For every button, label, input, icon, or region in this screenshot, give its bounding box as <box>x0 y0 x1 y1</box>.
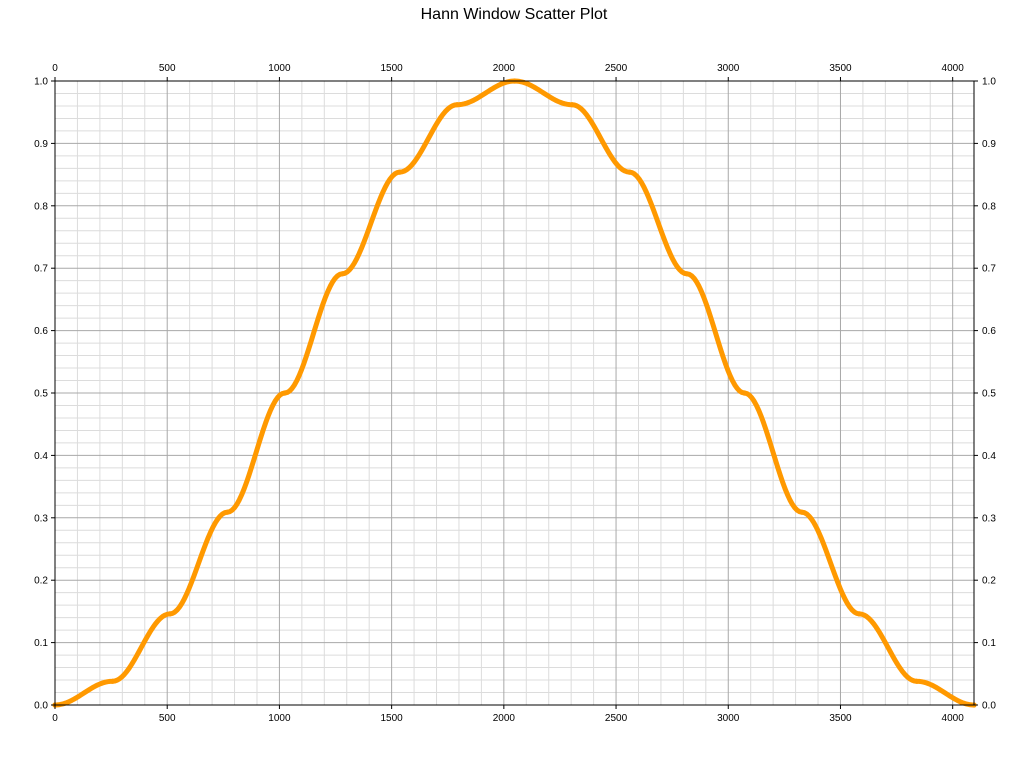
x-tick-label-bottom: 1500 <box>381 713 404 724</box>
x-tick-label-bottom: 3000 <box>717 713 740 724</box>
x-tick-label-top: 2500 <box>605 63 628 74</box>
data-point <box>454 102 460 108</box>
x-tick-label-top: 1000 <box>268 63 291 74</box>
x-tick-label-bottom: 1000 <box>268 713 291 724</box>
data-point <box>224 509 230 515</box>
x-tick-label-bottom: 500 <box>159 713 176 724</box>
x-tick-label-bottom: 2500 <box>605 713 628 724</box>
y-tick-label-left: 0.9 <box>34 139 48 150</box>
data-point <box>626 169 633 175</box>
x-tick-label-top: 4000 <box>942 63 965 74</box>
y-tick-label-right: 0.2 <box>982 576 996 587</box>
data-point <box>569 102 575 108</box>
x-tick-label-bottom: 3500 <box>829 713 852 724</box>
data-point <box>282 390 288 396</box>
y-tick-label-right: 0.6 <box>982 326 996 337</box>
x-tick-label-top: 2000 <box>493 63 516 74</box>
major-grid <box>54 80 974 706</box>
y-tick-label-left: 0.5 <box>34 389 48 400</box>
y-tick-label-right: 0.8 <box>982 201 996 212</box>
y-tick-label-right: 0.5 <box>982 389 996 400</box>
x-tick-label-top: 0 <box>52 63 58 74</box>
y-tick-label-right: 0.3 <box>982 513 996 524</box>
y-tick-label-left: 0.4 <box>34 451 48 462</box>
data-point <box>684 271 690 277</box>
y-tick-label-right: 0.7 <box>982 264 996 275</box>
x-tick-label-bottom: 0 <box>52 713 58 724</box>
x-tick-label-top: 500 <box>159 63 176 74</box>
data-point <box>167 611 173 617</box>
y-tick-label-left: 0.6 <box>34 326 48 337</box>
data-point <box>914 678 920 684</box>
y-tick-label-left: 1.0 <box>34 77 48 88</box>
y-tick-label-left: 0.7 <box>34 264 48 275</box>
x-tick-label-top: 3000 <box>717 63 740 74</box>
data-point <box>397 169 403 175</box>
data-point <box>799 509 805 515</box>
y-tick-label-left: 0.8 <box>34 201 48 212</box>
data-point <box>856 611 862 617</box>
data-point <box>109 678 116 684</box>
y-tick-label-right: 1.0 <box>982 77 996 88</box>
y-tick-label-right: 0.1 <box>982 638 996 649</box>
y-tick-label-left: 0.0 <box>34 701 48 712</box>
y-tick-label-right: 0.9 <box>982 139 996 150</box>
y-tick-label-left: 0.3 <box>34 513 48 524</box>
x-tick-label-bottom: 4000 <box>942 713 965 724</box>
x-tick-label-top: 1500 <box>381 63 404 74</box>
y-tick-label-left: 0.1 <box>34 638 48 649</box>
y-tick-label-left: 0.2 <box>34 576 48 587</box>
y-tick-label-right: 0.0 <box>982 701 996 712</box>
y-tick-label-right: 0.4 <box>982 451 996 462</box>
ticks-layer: 0 0 500 500 1000 1000 1500 1500 2000 2000 2500 2500… <box>34 63 996 724</box>
chart-title: Hann Window Scatter Plot <box>420 6 608 23</box>
data-point <box>741 390 748 396</box>
x-tick-label-top: 3500 <box>829 63 852 74</box>
x-tick-label-bottom: 2000 <box>493 713 516 724</box>
data-point <box>339 271 345 277</box>
